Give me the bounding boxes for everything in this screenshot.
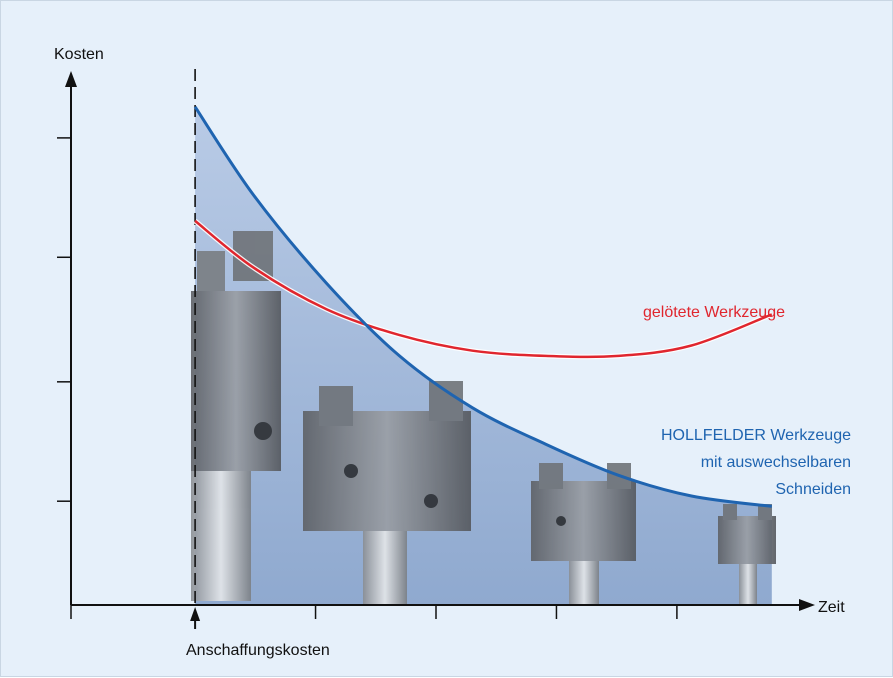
tool-image-small [531,463,636,605]
x-axis-arrow [799,599,815,611]
series-label-hollfelder-line1: HOLLFELDER Werkzeuge [661,427,851,444]
area-under-blue-curve [195,106,772,606]
y-axis-arrow [65,71,77,87]
tool-image-tiny [718,504,776,604]
series-label-hollfelder-line3: Schneiden [775,481,851,498]
anschaffungskosten-marker-arrow [190,607,201,621]
x-axis-label: Zeit [818,599,845,616]
tool-illustrations [191,231,776,605]
series-label-hollfelder-line2: mit auswechselbaren [701,454,851,471]
y-axis-ticks [57,137,71,502]
x-axis-ticks [70,605,678,619]
tool-image-large [191,231,281,601]
series-label-geloetete: gelötete Werkzeuge [643,304,785,321]
series-line-geloetete-werkzeuge [194,219,773,359]
series-line-hollfelder-werkzeuge [193,105,772,508]
y-axis-label: Kosten [54,46,104,63]
marker-label: Anschaffungskosten [186,642,330,659]
tool-image-medium [303,381,471,605]
